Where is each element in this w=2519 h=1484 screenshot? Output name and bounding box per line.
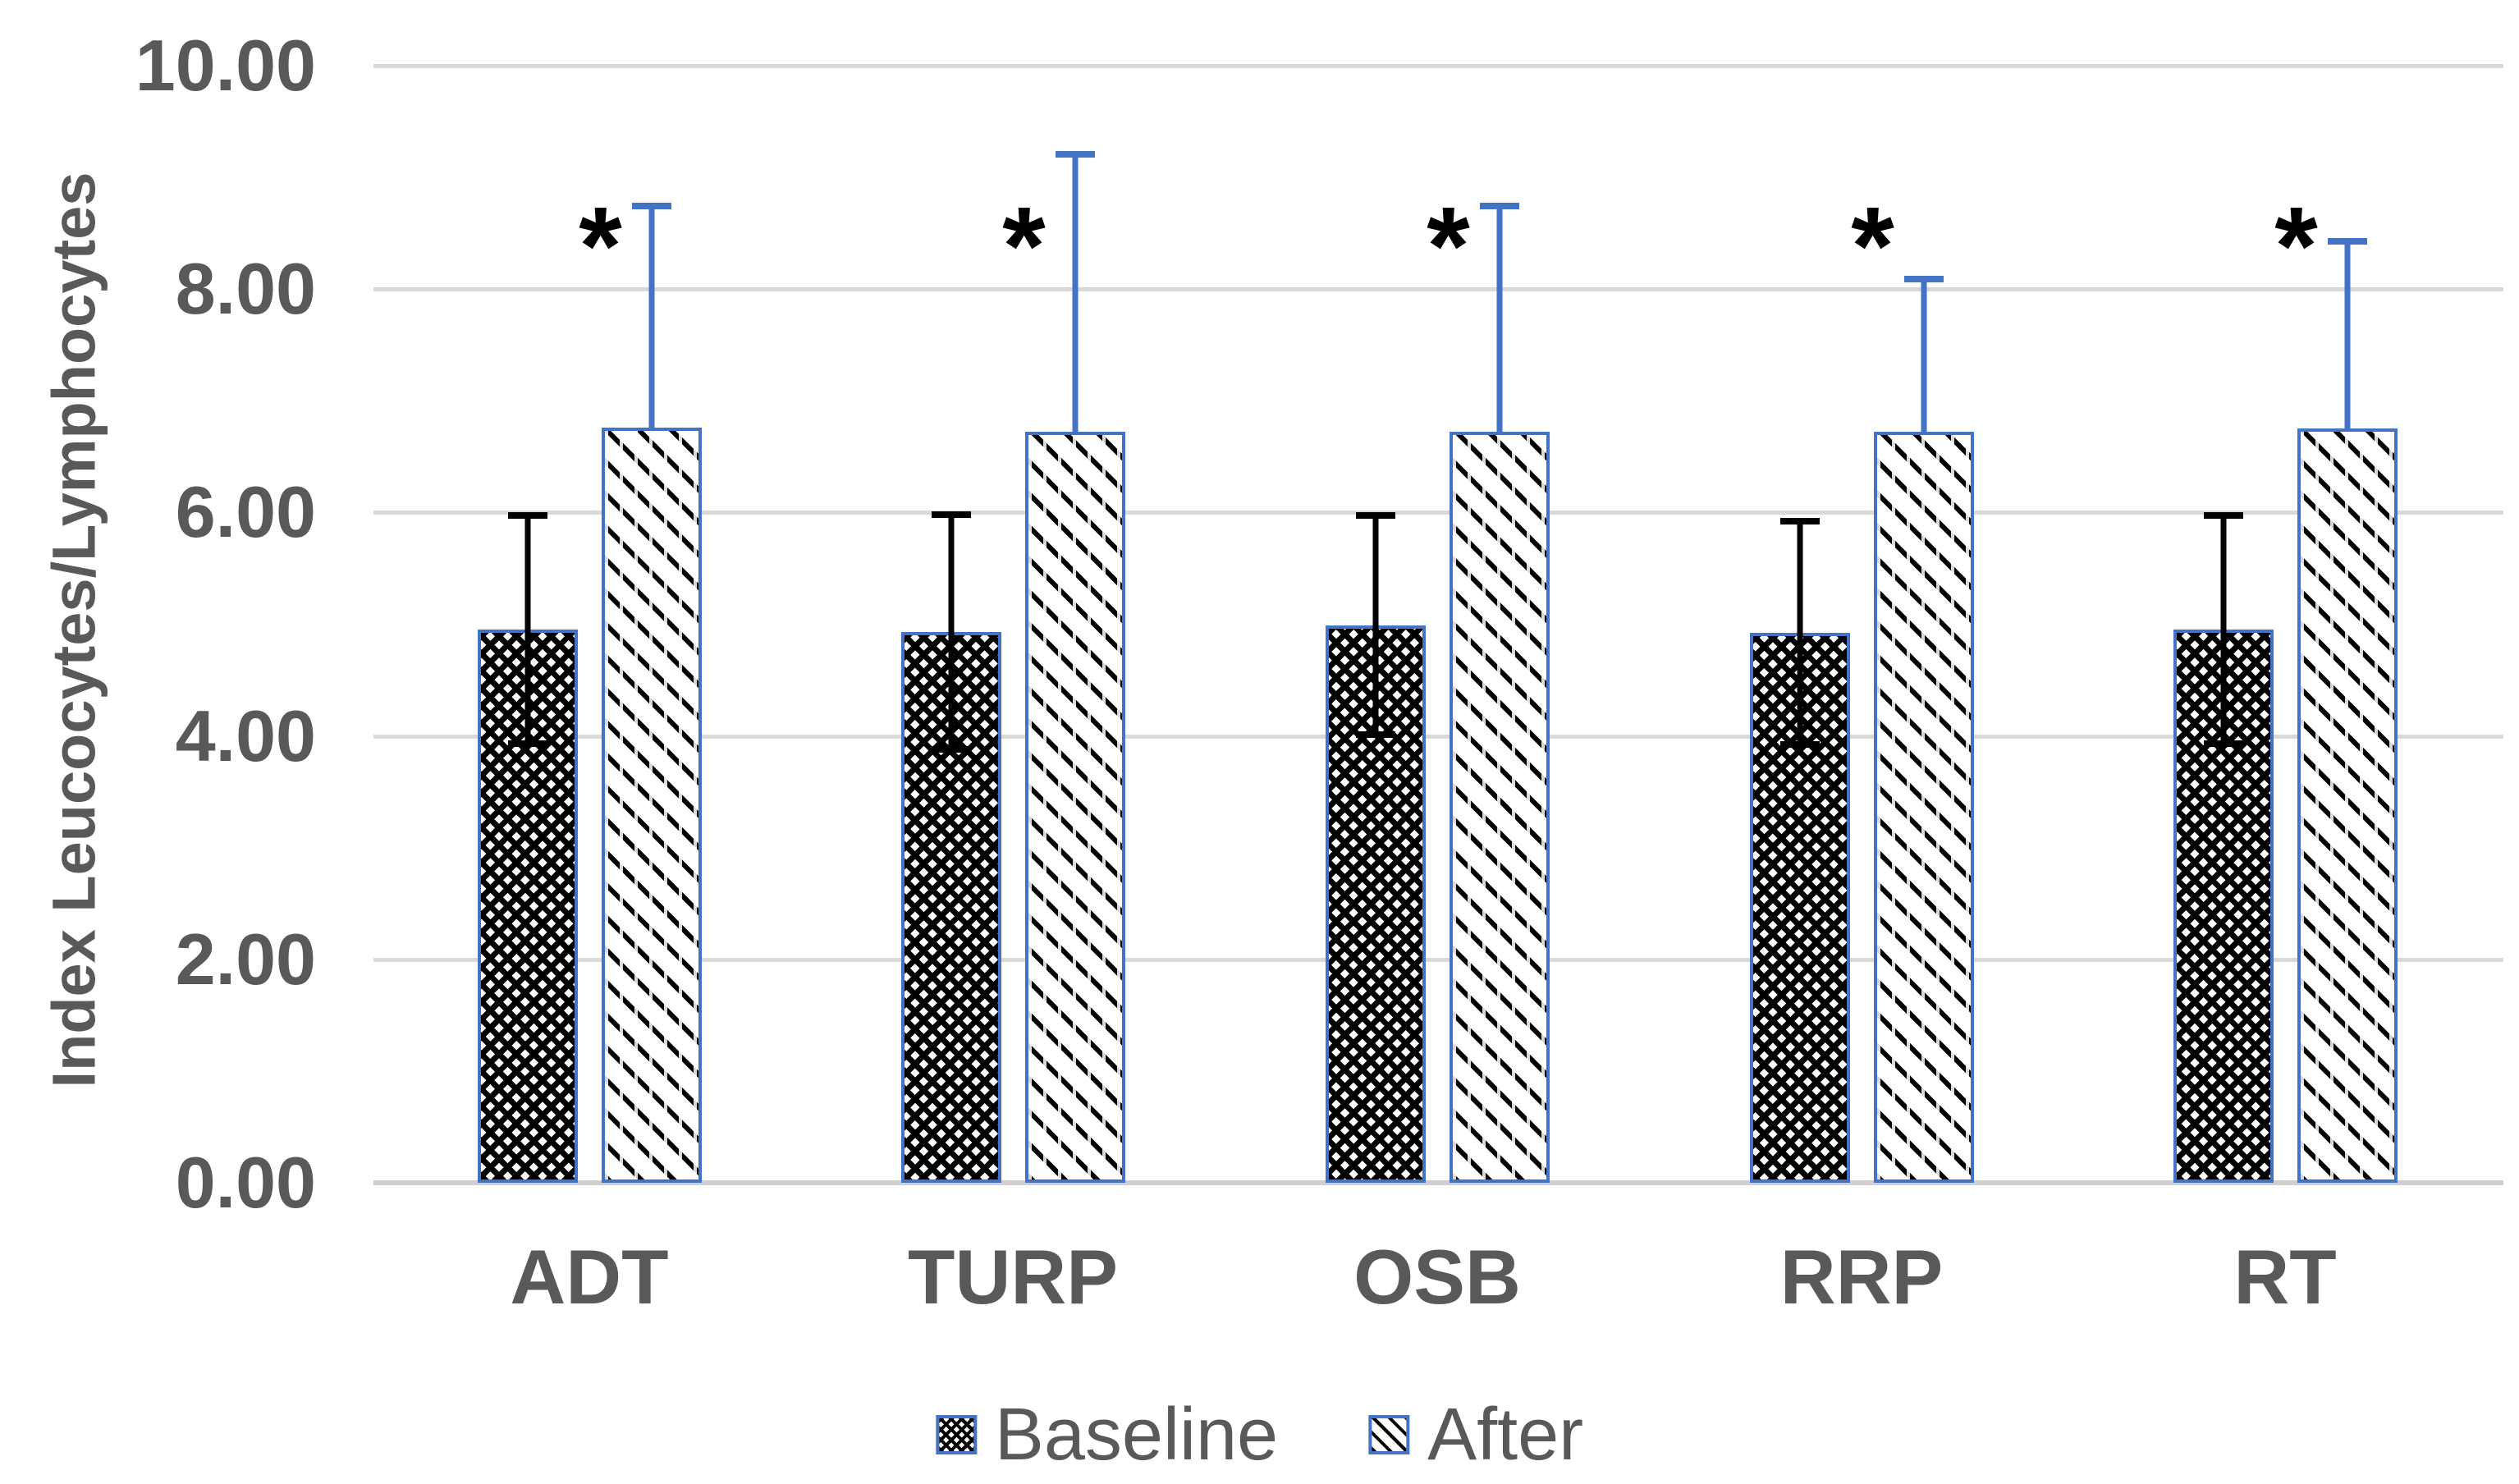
- x-category-label-OSB: OSB: [1353, 1234, 1521, 1320]
- gridline-8.00: [373, 287, 2503, 292]
- gridline-4.00: [373, 734, 2503, 739]
- legend-item-after: After: [1368, 1395, 1583, 1474]
- y-tick-label-2.00: 2.00: [175, 918, 316, 1000]
- bar-baseline-ADT: [477, 630, 578, 1183]
- y-tick-label-0.00: 0.00: [175, 1142, 316, 1223]
- error-bar-baseline-TURP: [948, 515, 954, 749]
- error-bar-baseline-RT: [2220, 515, 2226, 744]
- error-bar-after-RT: [2344, 240, 2350, 429]
- legend-label-after: After: [1427, 1394, 1584, 1476]
- x-category-label-RT: RT: [2233, 1234, 2337, 1320]
- error-cap-top-baseline-RT: [2203, 512, 2243, 520]
- error-cap-top-after-ADT: [631, 203, 671, 210]
- error-cap-bottom-baseline-RRP: [1779, 741, 1820, 749]
- error-cap-bottom-baseline-OSB: [1355, 731, 1395, 739]
- bar-after-ADT: [601, 427, 702, 1183]
- bar-baseline-RT: [2173, 630, 2274, 1183]
- error-cap-top-baseline-RRP: [1779, 518, 1820, 525]
- error-bar-after-RRP: [1921, 278, 1926, 433]
- bar-after-RT: [2297, 428, 2398, 1183]
- error-bar-after-ADT: [648, 206, 654, 428]
- error-cap-top-after-OSB: [1479, 203, 1519, 210]
- error-cap-bottom-baseline-TURP: [931, 745, 971, 753]
- y-tick-label-8.00: 8.00: [175, 248, 316, 330]
- legend-item-baseline: Baseline: [935, 1394, 1279, 1476]
- gridline-10.00: [373, 64, 2503, 68]
- y-tick-label-6.00: 6.00: [175, 471, 316, 553]
- error-cap-top-after-TURP: [1055, 150, 1095, 158]
- legend-swatch-diagonal-icon: [1368, 1415, 1410, 1454]
- error-cap-top-baseline-TURP: [931, 511, 971, 519]
- y-tick-label-10.00: 10.00: [135, 25, 316, 106]
- x-axis-line: [373, 1180, 2503, 1185]
- error-bar-baseline-OSB: [1372, 515, 1378, 735]
- error-cap-bottom-baseline-ADT: [507, 740, 547, 748]
- x-category-label-RRP: RRP: [1779, 1234, 1944, 1320]
- error-bar-baseline-RRP: [1797, 521, 1802, 745]
- error-cap-top-after-RT: [2327, 237, 2367, 245]
- error-cap-bottom-baseline-RT: [2203, 740, 2243, 748]
- error-bar-after-OSB: [1496, 206, 1502, 433]
- legend-swatch-crosshatch-icon: [935, 1415, 977, 1454]
- error-cap-top-baseline-ADT: [507, 512, 547, 520]
- x-category-label-ADT: ADT: [510, 1234, 669, 1320]
- y-tick-label-4.00: 4.00: [175, 694, 316, 776]
- bar-after-TURP: [1024, 432, 1125, 1183]
- gridline-2.00: [373, 957, 2503, 962]
- bar-after-RRP: [1873, 432, 1974, 1183]
- error-bar-baseline-ADT: [524, 515, 530, 744]
- bar-after-OSB: [1449, 432, 1550, 1183]
- legend-label-baseline: Baseline: [994, 1394, 1279, 1476]
- legend: Baseline After: [935, 1394, 1583, 1476]
- gridline-6.00: [373, 511, 2503, 515]
- error-bar-after-TURP: [1072, 153, 1078, 433]
- error-cap-top-after-RRP: [1903, 275, 1944, 282]
- x-category-label-TURP: TURP: [908, 1234, 1118, 1320]
- error-cap-top-baseline-OSB: [1355, 512, 1395, 520]
